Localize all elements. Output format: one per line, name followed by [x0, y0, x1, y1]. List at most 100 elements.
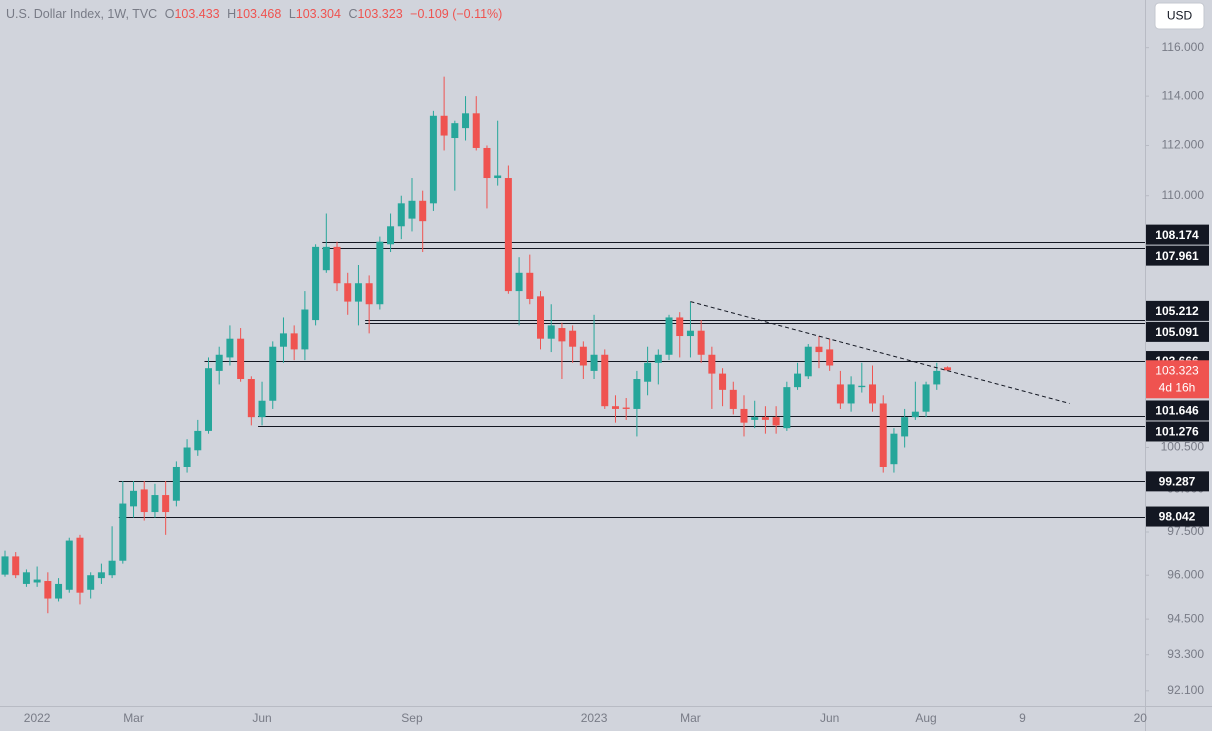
candle-body — [719, 373, 727, 390]
candle-body — [12, 556, 20, 576]
candle-body — [869, 384, 877, 404]
change: −0.109 (−0.11%) — [410, 7, 502, 21]
x-tick-label: 2023 — [581, 711, 608, 725]
x-tick-label: 2022 — [24, 711, 51, 725]
candle-body — [140, 489, 148, 513]
candle-body — [772, 417, 780, 426]
candle-body — [933, 370, 941, 385]
close-value: 103.323 — [357, 7, 402, 21]
candle-body — [515, 272, 523, 292]
level-label-bg — [1146, 400, 1209, 421]
candle-body — [376, 241, 384, 305]
candle-body — [879, 403, 887, 467]
candle-body — [611, 406, 619, 409]
candle-body — [901, 417, 909, 437]
candle-body — [1, 556, 9, 575]
candle-body — [858, 385, 866, 388]
candle-body — [751, 417, 759, 420]
candle-body — [654, 354, 662, 363]
candle-body — [108, 560, 116, 576]
level-label-bg — [1146, 224, 1209, 245]
level-label: 105.091 — [1155, 325, 1199, 339]
candle-body — [258, 400, 266, 418]
currency-button[interactable]: USD — [1154, 2, 1205, 30]
level-label: 101.646 — [1155, 404, 1199, 418]
candle-body — [708, 354, 716, 374]
candle-body — [729, 389, 737, 409]
currency[interactable]: USD — [1167, 9, 1193, 23]
x-tick-label: 9 — [1019, 711, 1026, 725]
candle-body — [290, 333, 298, 350]
candle-body — [943, 367, 951, 371]
candle-body — [922, 384, 930, 412]
level-label-bg — [1146, 245, 1209, 266]
candle-body — [151, 495, 159, 513]
x-tick-label: Jun — [820, 711, 839, 725]
y-tick-label: 97.500 — [1167, 524, 1204, 538]
candle-body — [429, 115, 437, 204]
y-tick-label: 94.500 — [1167, 611, 1204, 625]
price-label-bg — [1146, 360, 1209, 399]
y-tick-label: 92.100 — [1167, 683, 1204, 697]
currency-button-bg[interactable] — [1154, 2, 1205, 30]
open-value: 103.433 — [174, 7, 219, 21]
candle-body — [579, 346, 587, 366]
candle-body — [633, 379, 641, 409]
candle-body — [408, 200, 416, 219]
x-tick-label: Mar — [123, 711, 144, 725]
candle-body — [301, 309, 309, 350]
candle-body — [794, 373, 802, 388]
y-tick-label: 96.000 — [1167, 567, 1204, 581]
level-label-bg — [1146, 421, 1209, 442]
candle-body — [601, 354, 609, 407]
level-label-bg — [1146, 300, 1209, 321]
candle-body — [761, 417, 769, 420]
candle-body — [676, 317, 684, 337]
candle-body — [354, 283, 362, 302]
candle-body — [204, 368, 212, 431]
candle-body — [365, 283, 373, 305]
high-label: H — [227, 7, 236, 21]
candle-body — [644, 362, 652, 382]
candle-body — [397, 203, 405, 227]
x-tick-label: Sep — [401, 711, 423, 725]
level-label: 98.042 — [1159, 510, 1196, 524]
chart-title: U.S. Dollar Index, 1W, TVC — [6, 7, 157, 21]
trendline — [690, 301, 1070, 404]
candle-body — [826, 349, 834, 366]
high-value: 103.468 — [236, 7, 281, 21]
candle-body — [279, 333, 287, 347]
level-label: 101.276 — [1155, 425, 1199, 439]
candle-body — [472, 113, 480, 148]
candle-body — [387, 226, 395, 245]
candle-body — [87, 575, 95, 590]
candle-body — [269, 346, 277, 401]
candle-body — [172, 466, 180, 501]
level-label-bg — [1146, 471, 1209, 492]
candle-body — [22, 572, 30, 584]
candle-body — [162, 495, 170, 513]
candle-body — [194, 430, 202, 451]
candle-body — [558, 328, 566, 342]
candle-body — [119, 503, 127, 561]
candle-body — [76, 537, 84, 593]
candle-body — [740, 408, 748, 423]
candle-body — [836, 384, 844, 404]
candle-body — [526, 272, 534, 299]
candle-body — [622, 407, 630, 409]
candle-body — [783, 387, 791, 429]
candle-body — [419, 200, 427, 222]
candle-body — [483, 147, 491, 179]
candle-body — [440, 115, 448, 136]
y-tick-label: 93.300 — [1167, 647, 1204, 661]
candle-body — [804, 346, 812, 377]
level-label: 105.212 — [1155, 304, 1199, 318]
x-tick-label: 20 — [1134, 711, 1148, 725]
candle-body — [226, 338, 234, 358]
candle-body — [65, 540, 73, 590]
x-tick-label: Aug — [915, 711, 936, 725]
level-label: 107.961 — [1155, 249, 1199, 263]
candle-body — [312, 246, 320, 321]
candle-body — [247, 379, 255, 418]
